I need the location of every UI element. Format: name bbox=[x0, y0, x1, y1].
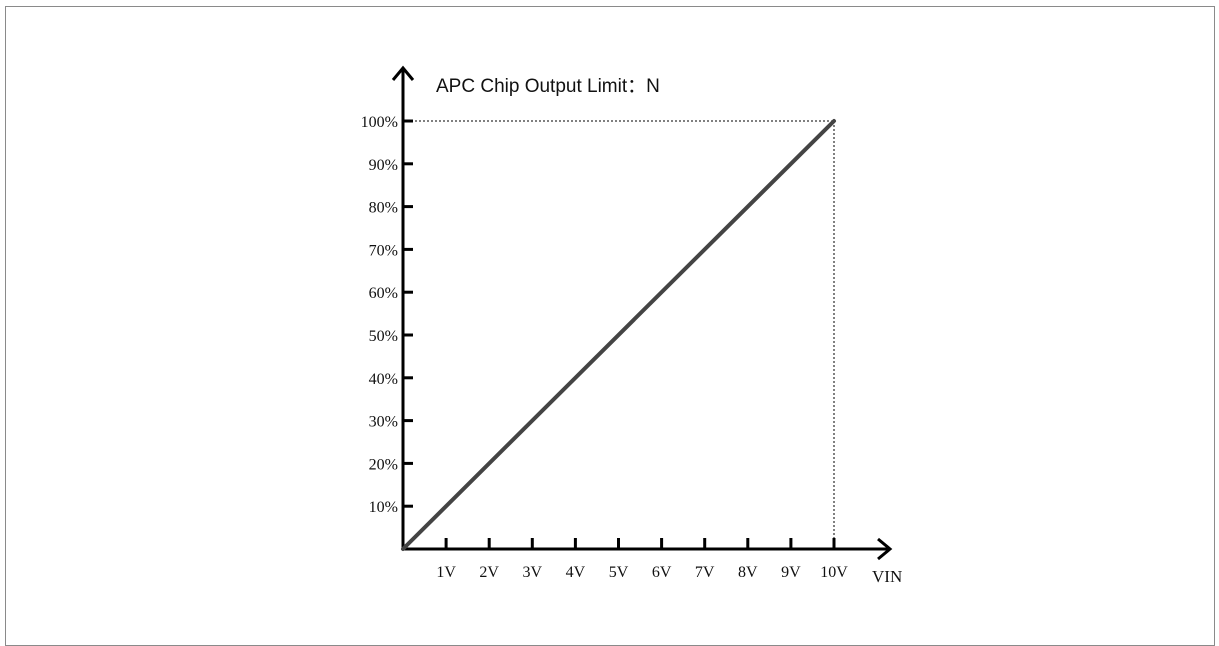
y-tick-label: 50% bbox=[369, 328, 398, 345]
x-axis-arrow bbox=[877, 537, 893, 561]
x-tick-label: 10V bbox=[820, 564, 848, 581]
y-tick-label: 40% bbox=[369, 371, 398, 388]
y-tick-label: 70% bbox=[369, 242, 398, 259]
y-tick-label: 60% bbox=[369, 285, 398, 302]
y-tick-label: 10% bbox=[369, 499, 398, 516]
y-tick-label: 90% bbox=[369, 157, 398, 174]
x-tick-label: 7V bbox=[695, 564, 715, 581]
x-tick-label: 9V bbox=[781, 564, 801, 581]
y-axis-arrow bbox=[391, 65, 415, 81]
y-tick-label: 80% bbox=[369, 200, 398, 217]
axes bbox=[391, 65, 893, 561]
x-tick-label: 4V bbox=[566, 564, 586, 581]
y-tick-label: 100% bbox=[361, 114, 398, 131]
series-layer bbox=[401, 119, 836, 551]
y-tick-label: 30% bbox=[369, 414, 398, 431]
figure-frame bbox=[5, 6, 1215, 646]
x-tick-label: 8V bbox=[738, 564, 758, 581]
x-tick-label: 1V bbox=[436, 564, 456, 581]
y-tick-label: 20% bbox=[369, 456, 398, 473]
series-line-0 bbox=[401, 119, 836, 551]
x-tick-label: 3V bbox=[523, 564, 543, 581]
x-tick-label: 6V bbox=[652, 564, 672, 581]
chart-title: APC Chip Output Limit：N bbox=[436, 76, 660, 97]
chart-canvas: 10% 20% 30% 40% 50% 60% 70% 80% 90% 100% 1V 2V 3V 4V 5… bbox=[361, 65, 902, 586]
x-tick-label: 5V bbox=[609, 564, 629, 581]
reference-lines bbox=[403, 120, 835, 549]
x-axis-label: VIN bbox=[872, 567, 902, 586]
x-tick-label: 2V bbox=[479, 564, 499, 581]
ticks: 10% 20% 30% 40% 50% 60% 70% 80% 90% 100% 1V 2V 3V 4V 5… bbox=[361, 114, 849, 581]
